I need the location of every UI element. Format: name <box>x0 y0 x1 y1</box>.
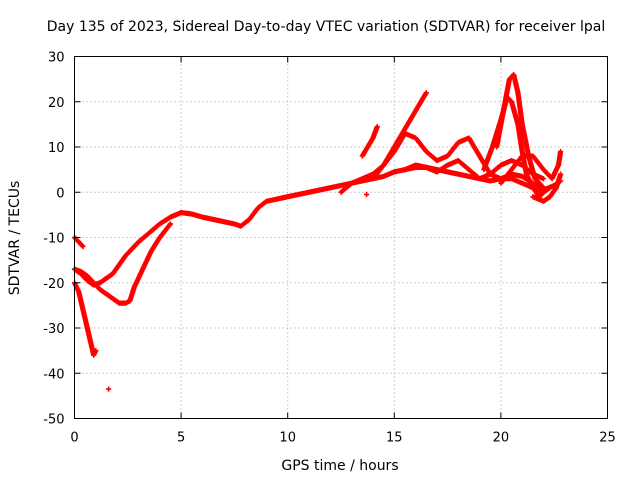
data-point <box>167 222 173 228</box>
series-track-2 <box>71 221 174 306</box>
plot-frame <box>74 56 608 419</box>
x-tick-label: 25 <box>599 431 616 446</box>
series-track-14 <box>363 191 370 198</box>
data-point <box>80 243 86 250</box>
y-tick-label: -50 <box>43 413 64 428</box>
series-track-3 <box>71 280 99 358</box>
x-tick-label: 10 <box>279 431 296 446</box>
y-tick-label: 20 <box>48 96 65 111</box>
series-track-7 <box>370 90 429 182</box>
y-tick-label: -30 <box>43 322 64 337</box>
data-point <box>540 185 547 191</box>
series-track-5 <box>106 386 112 392</box>
data-point <box>374 124 380 130</box>
data-point <box>547 185 553 191</box>
data-point <box>557 148 564 155</box>
series-track-8 <box>359 124 380 159</box>
y-axis-label: SDTVAR / TECUs <box>7 181 23 296</box>
data-point <box>423 90 429 96</box>
x-tick-label: 0 <box>70 431 78 446</box>
data-point <box>167 221 174 227</box>
y-tick-label: -40 <box>43 367 64 382</box>
x-tick-label: 20 <box>493 431 510 446</box>
gridlines <box>74 56 608 419</box>
x-tick-label: 15 <box>386 431 403 446</box>
series-track-12 <box>530 171 564 204</box>
y-tick-label: 0 <box>56 186 64 201</box>
data-point <box>540 184 546 190</box>
data-point <box>363 191 370 198</box>
y-tick-label: 30 <box>48 51 65 66</box>
data-point <box>106 386 112 392</box>
y-tick-label: 10 <box>48 141 65 156</box>
axis-ticks: 0 5 10 15 20 25 -50 -40 -30 -20 -10 0 10 20 30 <box>43 51 616 446</box>
data-points <box>71 72 564 392</box>
data-point <box>79 243 85 249</box>
series-track-1 <box>71 164 564 288</box>
data-point <box>93 348 99 354</box>
data-point <box>557 171 564 177</box>
chart-title: Day 135 of 2023, Sidereal Day-to-day VTE… <box>47 19 605 35</box>
series-track-13 <box>402 157 547 182</box>
y-tick-label: -10 <box>43 232 64 247</box>
x-tick-label: 5 <box>177 431 185 446</box>
data-point <box>540 176 547 182</box>
y-tick-label: -20 <box>43 277 64 292</box>
x-axis-label: GPS time / hours <box>281 458 398 474</box>
